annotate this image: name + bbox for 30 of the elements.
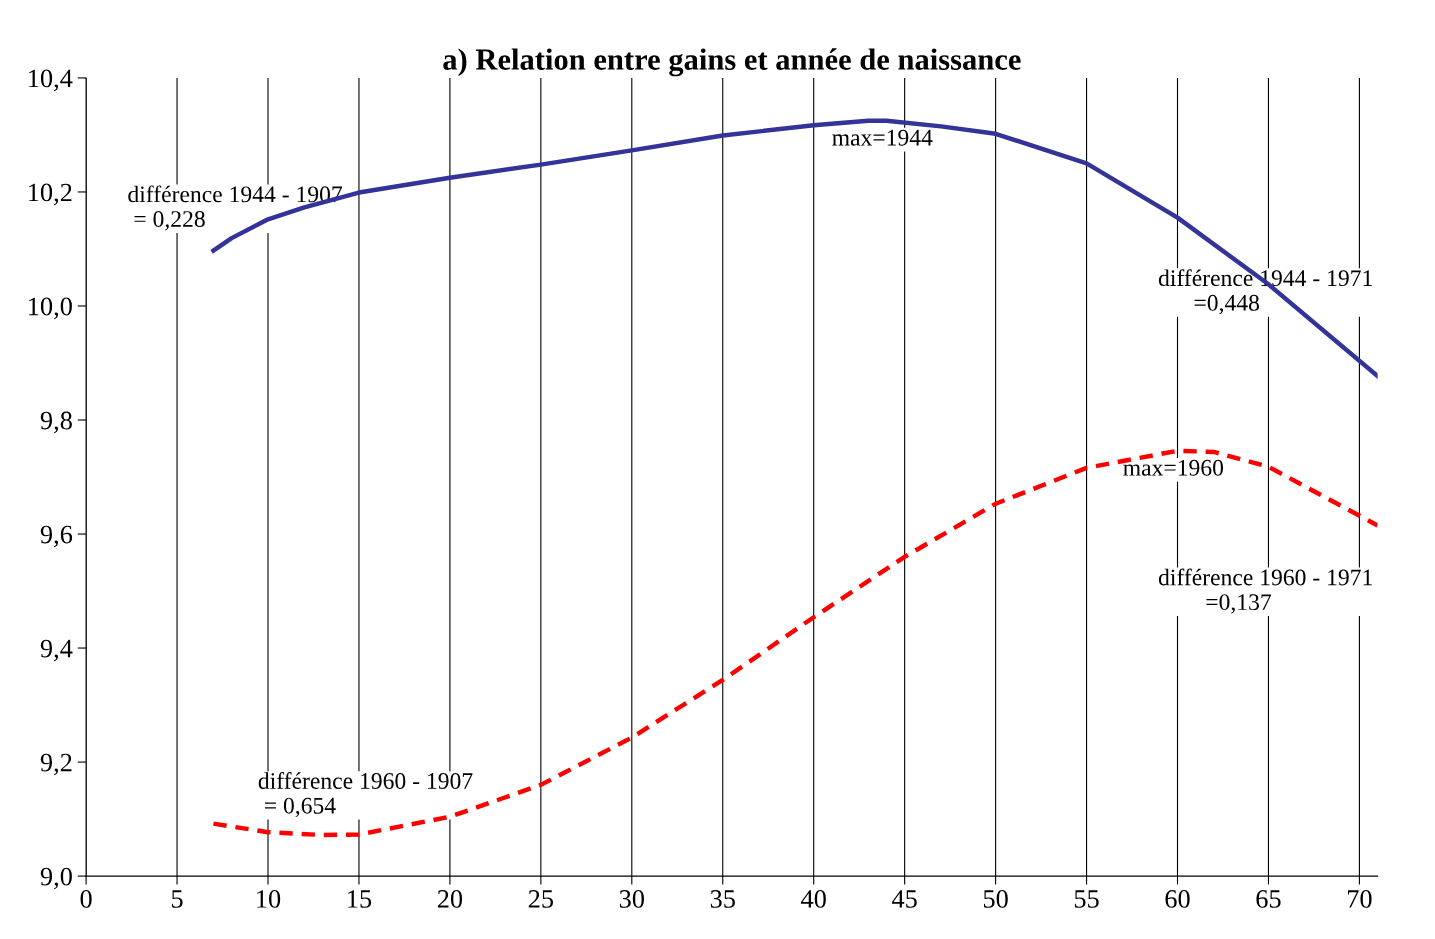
y-tick-label: 9,8	[40, 411, 72, 434]
y-tick-label: 9,4	[40, 639, 73, 662]
x-tick-label: 20	[437, 890, 463, 908]
x-tick-label: 10	[257, 890, 281, 908]
annotation: différence 1960 - 1971 =0,137	[1158, 568, 1372, 614]
y-tick-label: 9,6	[40, 525, 73, 548]
x-tick-label: 30	[619, 890, 644, 908]
y-tick-label: 10,0	[29, 297, 72, 320]
chart-title: a) Relation entre gains et année de naissance	[443, 48, 1021, 77]
annotation: max=1944	[832, 129, 933, 146]
x-tick-label: 45	[891, 890, 917, 908]
x-tick-label: 25	[528, 890, 554, 908]
x-tick-label: 60	[1165, 890, 1190, 908]
x-tick-label: 15	[348, 890, 372, 908]
x-tick-label: 0	[80, 890, 92, 908]
x-tick-label: 35	[710, 890, 735, 908]
y-tick-label: 10,4	[29, 69, 73, 92]
annotation: différence 1960 - 1907 = 0,654	[258, 772, 473, 818]
y-tick-label: 9,2	[40, 753, 72, 776]
y-tick-label: 9,0	[40, 867, 72, 890]
x-tick-label: 50	[983, 890, 1008, 908]
annotation: différence 1944 - 1971 =0,448	[1158, 269, 1372, 315]
x-tick-label: 55	[1074, 890, 1099, 908]
x-tick-label: 40	[801, 890, 826, 908]
annotation: max=1960	[1123, 459, 1224, 476]
x-tick-label: 5	[171, 890, 183, 908]
x-tick-label: 70	[1347, 890, 1372, 908]
x-tick-label: 65	[1256, 890, 1281, 908]
line-series	[211, 448, 1378, 838]
y-tick-label: 10,2	[29, 183, 72, 206]
